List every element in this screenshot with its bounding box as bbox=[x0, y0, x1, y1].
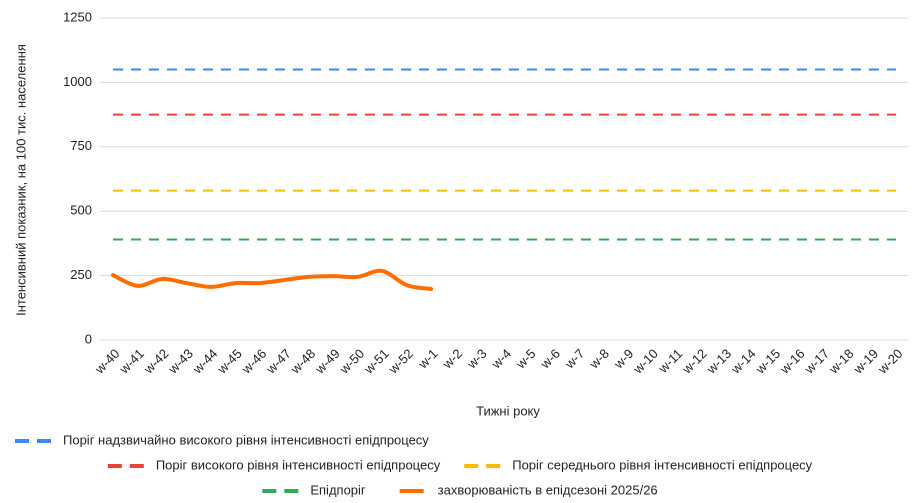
legend-label: захворюваність в епідсезоні 2025/26 bbox=[438, 482, 658, 497]
x-tick-label: w-48 bbox=[287, 346, 318, 377]
y-tick-label: 0 bbox=[85, 331, 92, 346]
x-tick-label: w-7 bbox=[561, 346, 587, 372]
x-tick-label: w-49 bbox=[312, 346, 343, 377]
x-tick-label: w-2 bbox=[439, 346, 465, 372]
x-tick-label: w-5 bbox=[512, 346, 538, 372]
legend-label: Поріг високого рівня інтенсивності епідп… bbox=[156, 457, 441, 472]
x-tick-label: w-43 bbox=[165, 346, 196, 377]
legend-label: Поріг надзвичайно високого рівня інтенси… bbox=[63, 432, 429, 447]
y-tick-label: 1250 bbox=[63, 9, 92, 24]
x-tick-label: w-52 bbox=[385, 346, 416, 377]
x-tick-label: w-41 bbox=[116, 346, 147, 377]
x-tick-label: w-3 bbox=[463, 346, 489, 372]
y-tick-label: 250 bbox=[70, 267, 92, 282]
x-tick-label: w-1 bbox=[415, 346, 441, 372]
x-tick-label: w-20 bbox=[874, 346, 905, 377]
x-tick-label: w-4 bbox=[488, 346, 514, 372]
y-tick-label: 1000 bbox=[63, 74, 92, 89]
x-tick-label: w-50 bbox=[336, 346, 367, 377]
x-tick-label: w-17 bbox=[801, 346, 832, 377]
x-tick-label: w-45 bbox=[214, 346, 245, 377]
x-tick-label: w-42 bbox=[140, 346, 171, 377]
x-tick-label: w-47 bbox=[263, 346, 294, 377]
y-tick-label: 500 bbox=[70, 203, 92, 218]
y-axis-label: Інтенсивний показник, на 100 тис. населе… bbox=[13, 44, 28, 316]
x-tick-label: w-15 bbox=[752, 346, 783, 377]
x-tick-label: w-40 bbox=[91, 346, 122, 377]
legend-label: Епідпоріг bbox=[310, 482, 366, 497]
x-tick-label: w-46 bbox=[238, 346, 269, 377]
x-tick-label: w-6 bbox=[537, 346, 563, 372]
x-tick-label: w-8 bbox=[586, 346, 612, 372]
x-tick-label: w-18 bbox=[825, 346, 856, 377]
x-tick-label: w-51 bbox=[360, 346, 391, 377]
x-tick-label: w-19 bbox=[850, 346, 881, 377]
x-tick-label: w-16 bbox=[776, 346, 807, 377]
x-tick-label: w-12 bbox=[679, 346, 710, 377]
x-tick-label: w-10 bbox=[630, 346, 661, 377]
series-line bbox=[111, 268, 434, 291]
y-tick-label: 750 bbox=[70, 138, 92, 153]
legend-label: Поріг середнього рівня інтенсивності епі… bbox=[512, 457, 812, 472]
x-tick-label: w-13 bbox=[703, 346, 734, 377]
x-axis-label: Тижні року bbox=[476, 403, 540, 418]
x-tick-label: w-11 bbox=[655, 346, 686, 377]
x-tick-label: w-14 bbox=[727, 346, 758, 377]
x-tick-label: w-44 bbox=[189, 346, 220, 377]
